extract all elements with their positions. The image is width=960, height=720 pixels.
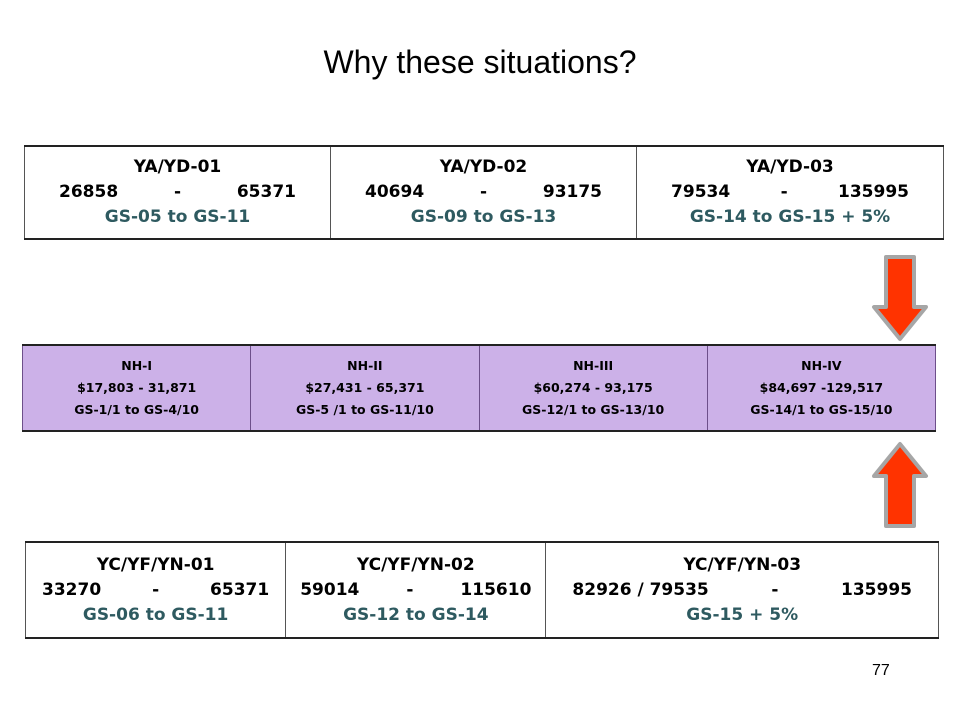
band-range: 59014 - 115610	[286, 578, 545, 603]
band-cell-nh-ii: NH-II $27,431 - 65,371 GS-5 /1 to GS-11/…	[250, 344, 480, 432]
range-separator: -	[479, 182, 488, 202]
bottom-pay-band-table: YC/YF/YN-01 33270 - 65371 GS-06 to GS-11…	[24, 541, 939, 639]
band-cell-ya-yd-03: YA/YD-03 79534 - 135995 GS-14 to GS-15 +…	[636, 145, 944, 240]
band-code: YA/YD-02	[439, 157, 528, 177]
range-high: 93175	[542, 182, 603, 202]
band-range: 26858 - 65371	[25, 180, 330, 205]
range-separator: -	[771, 579, 779, 600]
band-grades: GS-5 /1 to GS-11/10	[295, 402, 434, 417]
band-cell-ya-yd-01: YA/YD-01 26858 - 65371 GS-05 to GS-11	[23, 145, 332, 240]
band-cell-ya-yd-02: YA/YD-02 40694 - 93175 GS-09 to GS-13	[330, 145, 638, 240]
range-high: 135995	[841, 579, 912, 600]
arrow-down-icon	[872, 255, 928, 341]
band-range: 40694 - 93175	[331, 180, 636, 205]
band-range: 79534 - 135995	[637, 180, 943, 205]
band-range: $84,697 -129,517	[759, 380, 884, 395]
page-number: 77	[872, 662, 890, 679]
band-code: YA/YD-01	[133, 157, 222, 177]
range-high: 115610	[460, 579, 532, 600]
band-range: $60,274 - 93,175	[533, 380, 653, 395]
arrow-up-icon	[872, 442, 928, 528]
range-separator: -	[173, 182, 182, 202]
band-grades: GS-05 to GS-11	[104, 207, 251, 227]
range-low: 82926 / 79535	[572, 579, 709, 600]
band-code: NH-I	[121, 358, 152, 373]
band-code: NH-II	[347, 358, 383, 373]
band-cell-yc-yf-yn-02: YC/YF/YN-02 59014 - 115610 GS-12 to GS-1…	[285, 541, 547, 639]
band-code: YC/YF/YN-03	[683, 554, 802, 575]
band-code: NH-III	[573, 358, 614, 373]
band-grades: GS-1/1 to GS-4/10	[74, 402, 200, 417]
band-range: $27,431 - 65,371	[305, 380, 425, 395]
band-grades: GS-14 to GS-15 + 5%	[689, 207, 891, 227]
band-cell-nh-iii: NH-III $60,274 - 93,175 GS-12/1 to GS-13…	[478, 344, 708, 432]
band-code: YC/YF/YN-01	[96, 554, 215, 575]
band-cell-yc-yf-yn-01: YC/YF/YN-01 33270 - 65371 GS-06 to GS-11	[24, 541, 287, 639]
nh-pay-band-table: NH-I $17,803 - 31,871 GS-1/1 to GS-4/10 …	[21, 344, 937, 432]
band-code: NH-IV	[801, 358, 842, 373]
band-code: YA/YD-03	[746, 157, 834, 177]
band-grades: GS-06 to GS-11	[82, 604, 229, 625]
band-grades: GS-09 to GS-13	[410, 207, 557, 227]
range-separator: -	[780, 182, 788, 202]
range-low: 79534	[671, 182, 731, 202]
band-range: $17,803 - 31,871	[77, 380, 197, 395]
top-pay-band-table: YA/YD-01 26858 - 65371 GS-05 to GS-11 YA…	[23, 145, 944, 240]
range-separator: -	[406, 579, 414, 600]
band-cell-nh-iv: NH-IV $84,697 -129,517 GS-14/1 to GS-15/…	[706, 344, 937, 432]
band-grades: GS-15 + 5%	[686, 604, 799, 625]
slide-title: Why these situations?	[323, 44, 637, 80]
range-high: 65371	[236, 182, 296, 202]
band-range: 82926 / 79535 - 135995	[546, 578, 938, 603]
range-high: 135995	[838, 182, 909, 202]
range-high: 65371	[210, 579, 270, 600]
range-low: 40694	[365, 182, 425, 202]
band-grades: GS-12 to GS-14	[343, 604, 489, 625]
range-low: 33270	[42, 579, 102, 600]
band-grades: GS-12/1 to GS-13/10	[522, 402, 665, 417]
range-separator: -	[152, 579, 160, 600]
range-low: 59014	[300, 579, 360, 600]
band-range: 33270 - 65371	[26, 578, 285, 603]
range-low: 26858	[59, 182, 119, 202]
band-grades: GS-14/1 to GS-15/10	[750, 402, 893, 417]
band-cell-yc-yf-yn-03: YC/YF/YN-03 82926 / 79535 - 135995 GS-15…	[545, 541, 939, 639]
band-code: YC/YF/YN-02	[356, 554, 475, 575]
band-cell-nh-i: NH-I $17,803 - 31,871 GS-1/1 to GS-4/10	[21, 344, 252, 432]
